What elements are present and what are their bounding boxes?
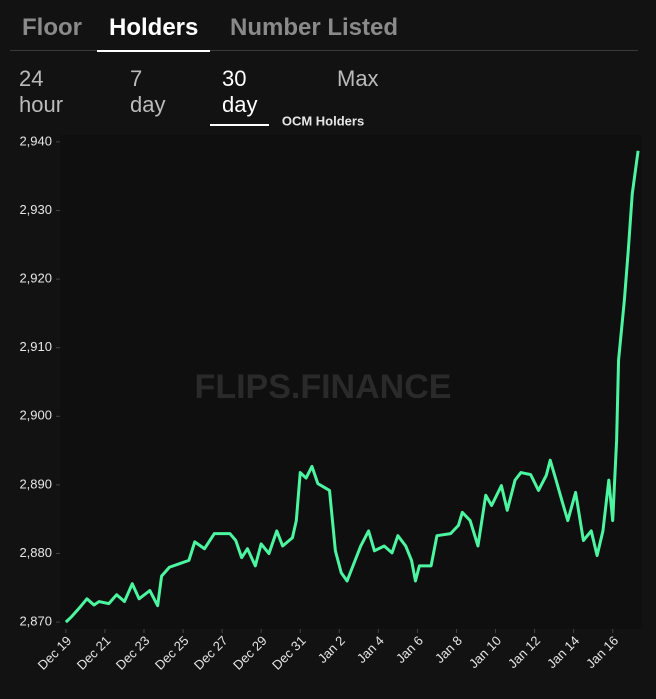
x-tick-label: Jan 4 (354, 633, 387, 666)
x-tick-label: Jan 6 (393, 633, 426, 666)
x-tick-label: Dec 25 (152, 633, 192, 673)
x-tick-label: Dec 19 (35, 633, 75, 673)
period[interactable]: 7 day (130, 66, 166, 117)
period[interactable]: 30 day (210, 66, 270, 126)
x-tick-label: Jan 16 (583, 633, 621, 671)
tab[interactable]: Floor (22, 14, 82, 41)
x-tick-label: Dec 21 (74, 633, 114, 673)
tab[interactable]: Holders (97, 14, 211, 52)
x-tick-label: Jan 14 (544, 633, 582, 671)
x-tick-label: Dec 29 (230, 633, 270, 673)
watermark: FLIPS.FINANCE (195, 368, 452, 406)
line (64, 150, 640, 624)
y-tick-label: 2,870 (19, 614, 52, 629)
y-tick-label: 2,930 (19, 202, 52, 217)
tab[interactable]: Number Listed (230, 14, 399, 41)
plot-area (60, 135, 642, 629)
x-tick-label: Jan 10 (466, 633, 504, 671)
y-tick-label: 2,900 (19, 408, 52, 423)
x-tick-label: Dec 31 (269, 633, 309, 673)
y-tick-label: 2,920 (19, 271, 52, 286)
y-tick-label: 2,890 (19, 476, 52, 491)
x-tick-label: Dec 23 (113, 633, 153, 673)
period[interactable]: Max (337, 66, 379, 91)
chart-title: OCM Holders (282, 113, 364, 128)
x-tick-label: Jan 2 (315, 633, 348, 666)
x-tick-label: Jan 12 (505, 633, 543, 671)
x-tick-label: Jan 8 (432, 633, 465, 666)
y-tick-label: 2,910 (19, 339, 52, 354)
tab-bar: Floor Holders Number Listed (10, 8, 638, 52)
x-tick-label: Dec 27 (191, 633, 231, 673)
y-tick-label: 2,940 (19, 133, 52, 148)
y-tick-label: 2,880 (19, 545, 52, 560)
period[interactable]: 24 hour (19, 66, 64, 117)
chart: OCM Holders FLIPS.FINANCE 2,870 2,880 2,89… (19, 113, 642, 673)
